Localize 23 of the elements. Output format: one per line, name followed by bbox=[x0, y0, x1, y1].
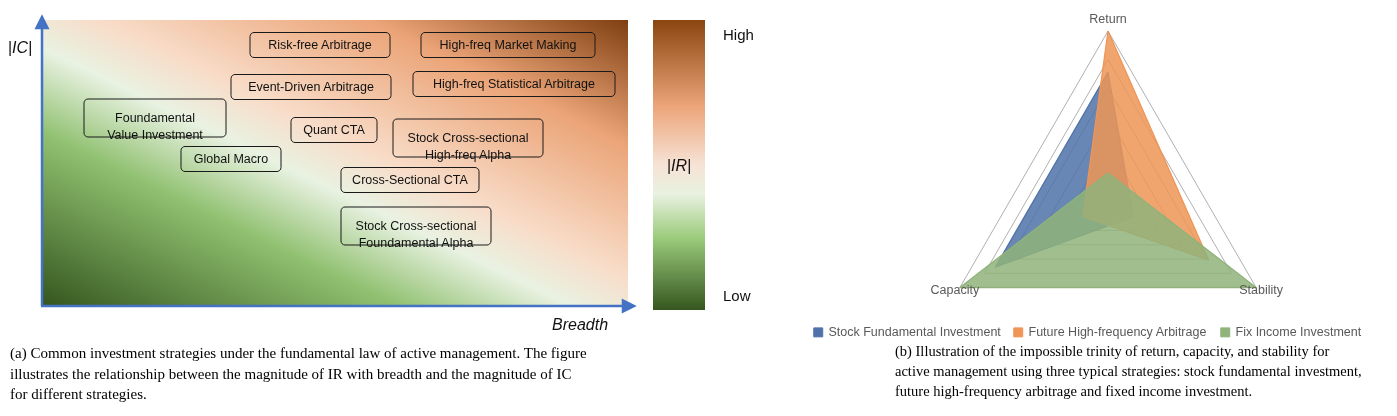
text: Foundamental Value Investment bbox=[107, 111, 204, 142]
text: Cross-Sectional CTA bbox=[352, 173, 469, 187]
text: |IC| bbox=[7, 39, 33, 56]
text: (a) Common investment strategies under the fundamental law of active management. The figure illustrates the relationship between the magnitude of IR with breadth and the magnitude of IC for different strategies. bbox=[10, 345, 587, 402]
text: (b) Illustration of the impossible trinity of return, capacity, and stability for active management using three typical strategies: stock fundamental investment, future high-frequency arbitrage and fixed income investment. bbox=[895, 343, 1362, 399]
text: Quant CTA bbox=[303, 123, 366, 137]
text: High bbox=[723, 26, 754, 43]
text: High-freq Market Making bbox=[439, 38, 577, 52]
legend-label: Fix Income Investment bbox=[1235, 325, 1362, 340]
text: Event-Driven Arbitrage bbox=[248, 80, 374, 94]
spoke-label: Return bbox=[1089, 12, 1127, 26]
spoke-label: Capacity bbox=[930, 282, 980, 297]
text: Stock Cross-sectional High-freq Alpha bbox=[407, 131, 529, 162]
text: Global Macro bbox=[193, 152, 269, 166]
text: Breadth bbox=[551, 316, 609, 333]
text: High-freq Statistical Arbitrage bbox=[433, 77, 595, 91]
spoke-label: Stability bbox=[1239, 282, 1284, 297]
text: Risk-free Arbitrage bbox=[268, 38, 372, 52]
text: Low bbox=[723, 287, 751, 304]
text: Stock Cross-sectional Foundamental Alpha bbox=[355, 219, 477, 250]
legend-label: Future High-frequency Arbitrage bbox=[1028, 325, 1207, 340]
color-bar-title: |IR| bbox=[666, 157, 692, 174]
legend-label: Stock Fundamental Investment bbox=[828, 325, 1002, 340]
